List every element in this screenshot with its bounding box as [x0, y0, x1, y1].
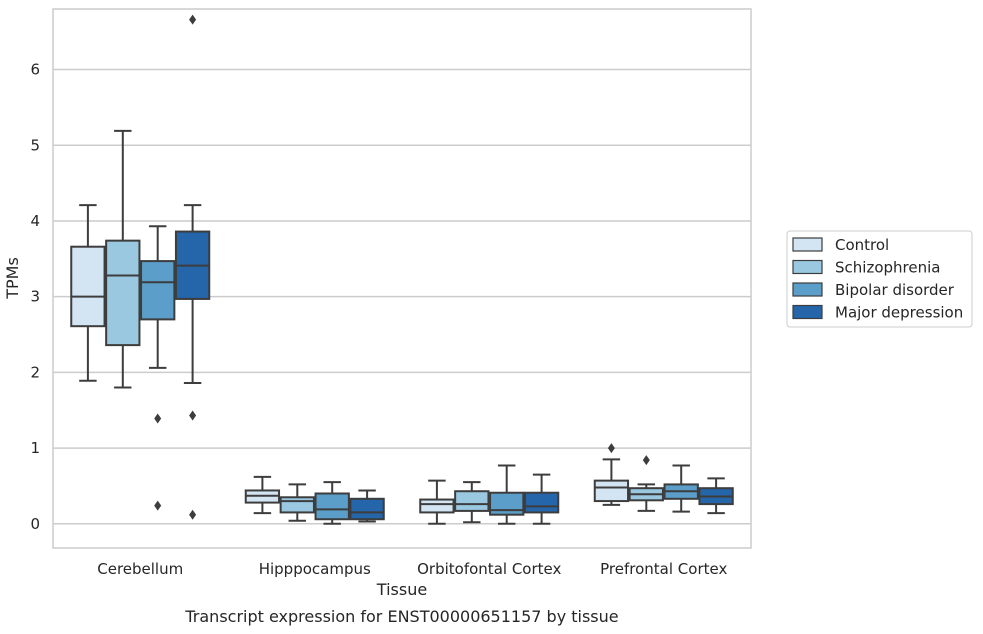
legend-label: Schizophrenia	[835, 259, 940, 277]
y-tick-label: 0	[30, 515, 40, 533]
box-body	[349, 497, 385, 521]
x-tick-label: Cerebellum	[97, 560, 183, 578]
box-schizophrenia	[454, 481, 490, 524]
legend-label: Bipolar disorder	[835, 281, 955, 299]
box-body	[523, 491, 560, 514]
box-bipolar-disorder	[140, 225, 176, 511]
box-body	[70, 245, 106, 328]
box-major-depression	[523, 473, 560, 525]
x-tick-labels: Cerebellum Hipppocampus Orbitofontal Corte…	[97, 560, 727, 578]
x-tick-label: Orbitofontal Cortex	[417, 560, 561, 578]
outlier-point	[189, 410, 197, 421]
chart-caption: Transcript expression for ENST0000065115…	[184, 607, 618, 626]
plot-frame	[52, 8, 752, 549]
legend-items: Control Schizophrenia Bipolar disorder Majo…	[792, 236, 963, 322]
box-body	[419, 498, 455, 514]
y-tick-labels: 0 1 2 3 4 5 6	[30, 61, 40, 533]
legend-swatch	[792, 259, 823, 275]
plot-area	[52, 8, 752, 549]
y-axis-title: TPMs	[3, 257, 22, 300]
outlier-point	[154, 413, 162, 424]
box-bipolar-disorder	[489, 464, 525, 525]
y-tick-label: 6	[30, 61, 40, 79]
y-tick-label: 1	[30, 439, 40, 457]
legend-frame	[786, 230, 973, 328]
y-tick-label: 5	[30, 136, 40, 154]
x-axis-title: Tissue	[376, 580, 427, 599]
box-control	[244, 475, 281, 515]
outlier-point	[642, 455, 650, 466]
legend-label: Major depression	[835, 304, 963, 322]
box-bipolar-disorder	[663, 464, 699, 513]
box-body	[105, 239, 141, 347]
box-major-depression	[349, 489, 385, 523]
box-schizophrenia	[628, 455, 664, 512]
x-tick-label: Hipppocampus	[259, 560, 371, 578]
box-body	[314, 492, 350, 521]
y-tick-label: 2	[30, 363, 40, 381]
box-control	[70, 204, 106, 382]
x-tick-label: Prefrontal Cortex	[600, 560, 727, 578]
box-major-depression	[174, 14, 211, 520]
box-body	[454, 490, 490, 512]
outlier-point	[189, 509, 197, 520]
y-tick-label: 3	[30, 288, 40, 306]
box-body	[489, 491, 525, 516]
y-tick-label: 4	[30, 212, 40, 230]
box-bipolar-disorder	[314, 481, 350, 525]
box-schizophrenia	[279, 483, 315, 522]
legend-swatch	[792, 237, 823, 252]
box-control	[419, 479, 455, 525]
legend-label: Control	[835, 236, 889, 254]
box-major-depression	[698, 477, 734, 515]
box-body	[593, 479, 630, 503]
box-body	[279, 496, 315, 514]
outlier-point	[154, 500, 162, 511]
box-control	[593, 443, 630, 506]
box-body	[140, 260, 176, 321]
outlier-point	[189, 14, 197, 25]
box-schizophrenia	[105, 129, 141, 389]
legend-swatch	[792, 304, 823, 320]
outlier-point	[607, 443, 615, 454]
legend-swatch	[792, 282, 823, 297]
box-groups	[70, 14, 734, 525]
legend: Control Schizophrenia Bipolar disorder Majo…	[786, 230, 973, 328]
